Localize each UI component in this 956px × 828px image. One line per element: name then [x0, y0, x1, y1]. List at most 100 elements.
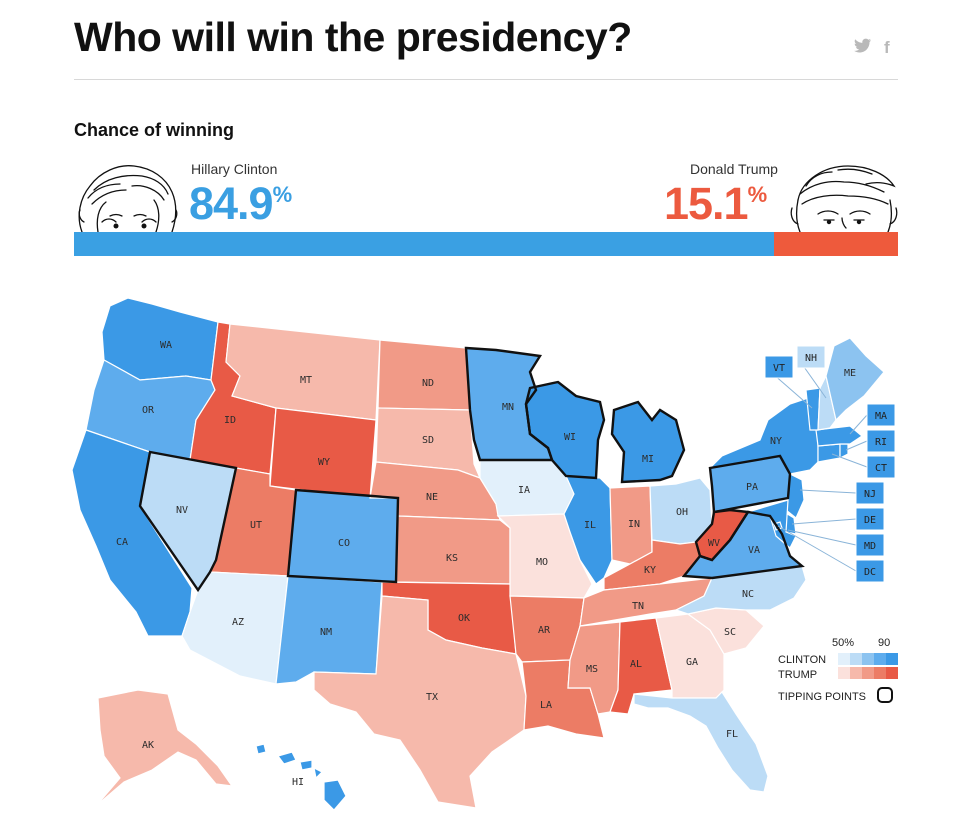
- state-WY[interactable]: [269, 407, 377, 499]
- state-box-label-MA: MA: [875, 411, 887, 422]
- state-label-AL: AL: [630, 659, 642, 670]
- trump-chance: 15.1%: [664, 178, 767, 229]
- state-KS[interactable]: [395, 515, 511, 585]
- callout-line-MA: [849, 414, 868, 435]
- state-box-NJ[interactable]: [855, 481, 885, 505]
- state-label-OH: OH: [676, 507, 688, 518]
- page-title: Who will win the presidency?: [74, 14, 632, 60]
- state-label-CO: CO: [338, 538, 350, 549]
- tipping-outline-MI: [610, 400, 686, 484]
- state-IL[interactable]: [563, 475, 613, 585]
- state-label-HI: HI: [292, 777, 304, 788]
- state-box-NH[interactable]: [796, 345, 826, 369]
- legend-scale-high: 90: [878, 637, 890, 649]
- state-MA[interactable]: [815, 425, 864, 447]
- state-CO[interactable]: [287, 489, 399, 583]
- state-label-MI: MI: [642, 454, 654, 465]
- state-box-DE[interactable]: [855, 507, 885, 531]
- trump-name: Donald Trump: [690, 161, 778, 177]
- state-box-CT[interactable]: [866, 455, 896, 479]
- twitter-share-icon[interactable]: [854, 38, 872, 58]
- legend-swatch-trump: [874, 667, 886, 679]
- state-ME[interactable]: [825, 337, 885, 422]
- state-label-PA: PA: [746, 482, 758, 493]
- legend-swatch-clinton: [886, 653, 898, 665]
- state-box-MD[interactable]: [855, 533, 885, 557]
- tipping-outline-WI: [524, 380, 606, 480]
- legend-swatch-trump: [838, 667, 850, 679]
- state-label-KY: KY: [644, 565, 656, 576]
- chance-bar: [74, 232, 898, 256]
- legend-tipping: TIPPING POINTS: [778, 691, 866, 703]
- tipping-point-swatch: [877, 687, 893, 703]
- legend-swatch-trump: [850, 667, 862, 679]
- facebook-share-icon[interactable]: f: [884, 38, 890, 57]
- state-box-DC[interactable]: [855, 559, 885, 583]
- state-RI[interactable]: [839, 443, 849, 459]
- state-label-SC: SC: [724, 627, 736, 638]
- state-box-VT[interactable]: [764, 355, 794, 379]
- state-label-FL: FL: [726, 729, 738, 740]
- clinton-chance: 84.9%: [189, 178, 292, 229]
- state-label-NC: NC: [742, 589, 754, 600]
- state-label-WY: WY: [318, 457, 330, 468]
- state-box-label-CT: CT: [875, 463, 887, 474]
- legend-swatch-clinton: [874, 653, 886, 665]
- state-label-LA: LA: [540, 700, 552, 711]
- tipping-outline-WV: [694, 508, 751, 562]
- legend-swatch-trump: [886, 667, 898, 679]
- state-label-AZ: AZ: [232, 617, 244, 628]
- state-box-label-VT: VT: [773, 363, 785, 374]
- callout-line-RI: [845, 440, 868, 451]
- header-divider: [74, 79, 898, 80]
- state-ND[interactable]: [377, 339, 471, 411]
- state-label-WV: WV: [708, 538, 720, 549]
- state-box-label-NH: NH: [805, 353, 817, 364]
- state-label-UT: UT: [250, 520, 262, 531]
- chance-heading: Chance of winning: [74, 120, 234, 140]
- callout-line-DC: [777, 525, 857, 572]
- state-label-OK: OK: [458, 613, 470, 624]
- state-label-MN: MN: [502, 402, 514, 413]
- callout-line-NJ: [799, 489, 857, 494]
- legend-swatch-clinton: [850, 653, 862, 665]
- state-box-label-NJ: NJ: [864, 489, 876, 500]
- state-label-IL: IL: [584, 520, 596, 531]
- legend-scale-low: 50%: [832, 637, 854, 649]
- state-box-MA[interactable]: [866, 403, 896, 427]
- legend-clinton: CLINTON: [778, 654, 826, 666]
- state-label-ME: ME: [844, 368, 856, 379]
- state-label-IA: IA: [518, 485, 530, 496]
- state-box-RI[interactable]: [866, 429, 896, 453]
- state-label-ND: ND: [422, 378, 434, 389]
- state-label-KS: KS: [446, 553, 458, 564]
- legend-swatch-clinton: [862, 653, 874, 665]
- state-label-CA: CA: [116, 537, 128, 548]
- callout-line-CT: [831, 453, 868, 468]
- state-label-TX: TX: [426, 692, 438, 703]
- state-label-AK: AK: [142, 740, 154, 751]
- state-label-VA: VA: [748, 545, 760, 556]
- callout-line-DE: [791, 518, 857, 525]
- state-label-WA: WA: [160, 340, 172, 351]
- state-WA[interactable]: [101, 297, 219, 381]
- tipping-outline-CO: [286, 488, 400, 584]
- state-box-label-MD: MD: [864, 541, 876, 552]
- state-NH[interactable]: [817, 374, 837, 431]
- state-label-NY: NY: [770, 436, 782, 447]
- state-FL[interactable]: [633, 691, 769, 793]
- state-label-NV: NV: [176, 505, 188, 516]
- state-TX[interactable]: [313, 595, 527, 809]
- tipping-outline-PA: [708, 454, 792, 514]
- state-NC[interactable]: [674, 565, 807, 615]
- state-label-MS: MS: [586, 664, 598, 675]
- state-label-MO: MO: [536, 557, 548, 568]
- state-label-WI: WI: [564, 432, 576, 443]
- state-HI[interactable]: [255, 743, 347, 811]
- state-box-label-DE: DE: [864, 515, 876, 526]
- state-box-label-DC: DC: [864, 567, 876, 578]
- state-CT[interactable]: [817, 443, 841, 463]
- state-AK[interactable]: [95, 689, 234, 807]
- state-label-SD: SD: [422, 435, 434, 446]
- callout-line-MD: [787, 529, 857, 546]
